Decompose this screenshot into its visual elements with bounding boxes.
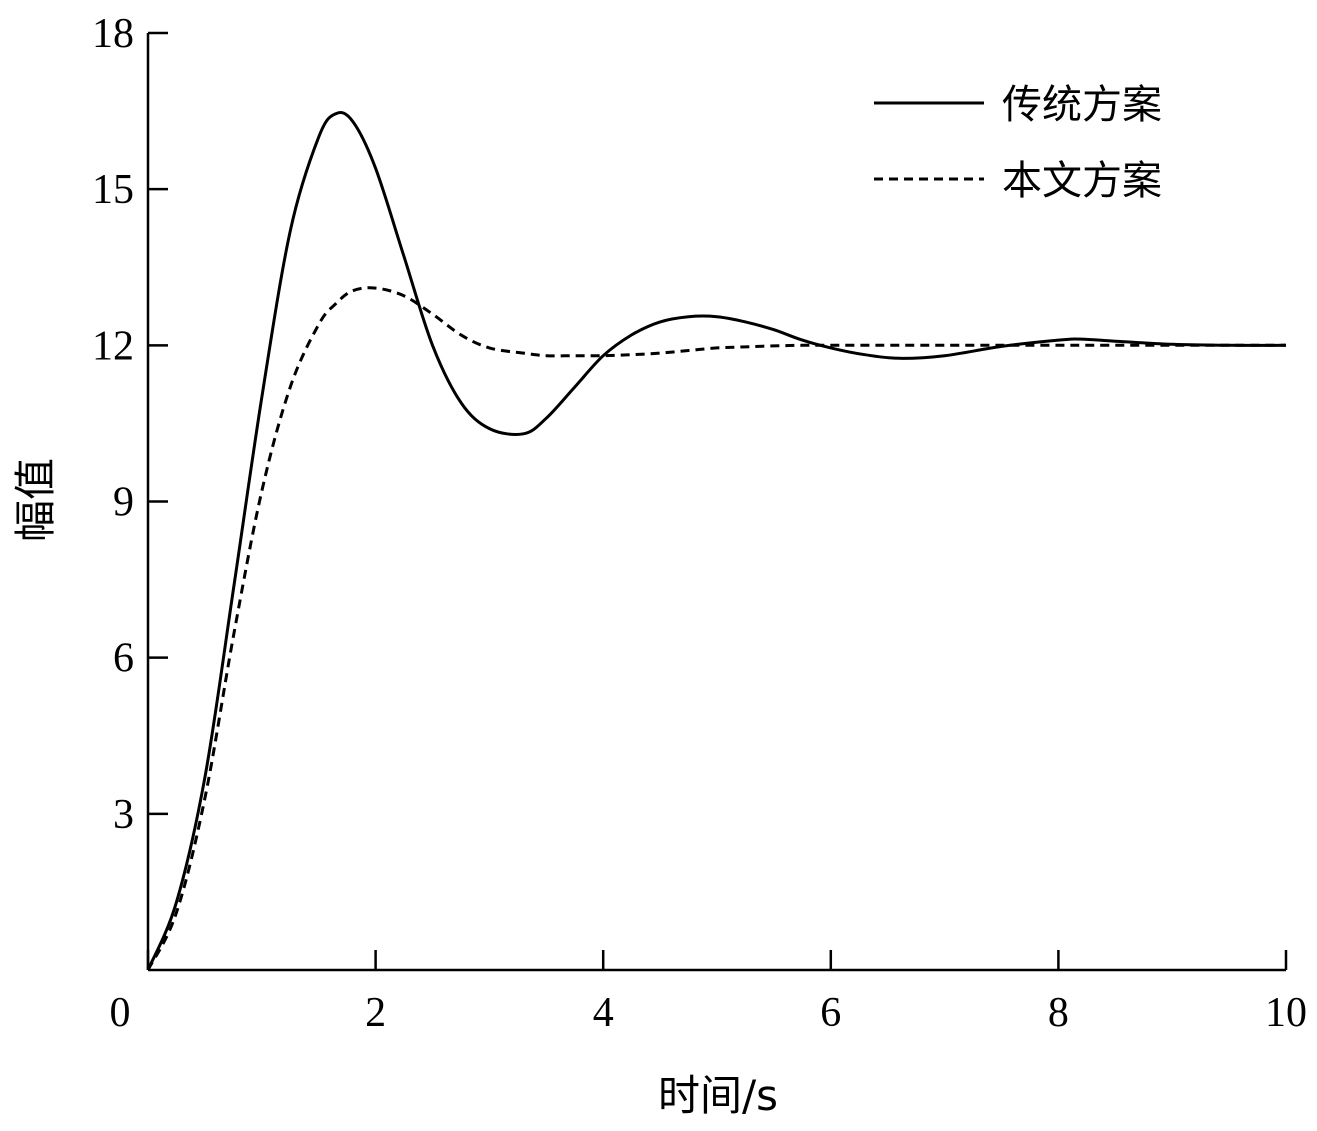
x-tick-label: 2 xyxy=(365,990,386,1036)
y-tick-label: 15 xyxy=(92,167,134,213)
series-line-1 xyxy=(146,111,1287,971)
legend-label-1: 传统方案 xyxy=(1002,82,1162,128)
x-tick-label: 8 xyxy=(1048,990,1069,1036)
x-tick-label: 10 xyxy=(1265,990,1307,1036)
y-tick-label: 9 xyxy=(113,480,134,526)
y-tick-label: 6 xyxy=(113,636,134,682)
x-tick-label: 0 xyxy=(110,990,131,1036)
series-line-2 xyxy=(146,286,1286,971)
x-tick-label: 6 xyxy=(820,990,841,1036)
series-group xyxy=(146,111,1287,971)
x-tick-label: 4 xyxy=(593,990,614,1036)
legend-label-2: 本文方案 xyxy=(1002,158,1162,204)
y-axis-title: 幅值 xyxy=(11,458,60,542)
y-tick-label: 18 xyxy=(92,11,134,57)
axes: 0 2 4 6 8 10 3 6 9 12 15 18 xyxy=(92,11,1307,1036)
x-axis-title: 时间/s xyxy=(658,1071,778,1120)
y-tick-label: 12 xyxy=(92,323,134,369)
y-tick-label: 3 xyxy=(113,792,134,838)
